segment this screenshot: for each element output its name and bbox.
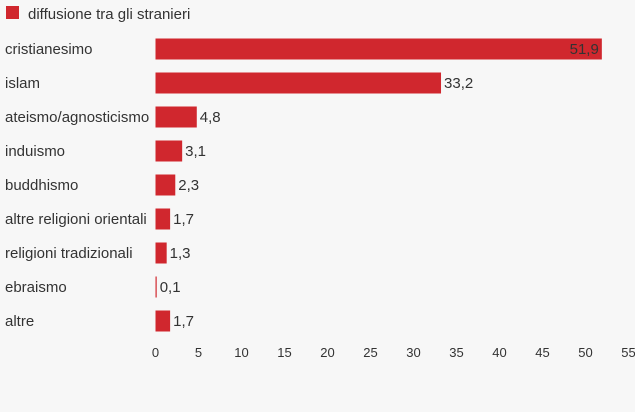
x-tick-label: 5 xyxy=(195,345,202,360)
x-tick-label: 0 xyxy=(152,345,159,360)
bar[interactable] xyxy=(155,140,183,162)
legend-label: diffusione tra gli stranieri xyxy=(28,6,190,23)
x-tick-label: 35 xyxy=(449,345,463,360)
legend-swatch xyxy=(6,6,19,19)
category-label: induismo xyxy=(5,143,65,160)
bar[interactable] xyxy=(155,106,197,128)
bar[interactable] xyxy=(155,72,442,94)
category-labels: cristianesimo islam ateismo/agnosticismo in… xyxy=(5,41,149,330)
category-label: buddhismo xyxy=(5,177,78,194)
x-tick-label: 10 xyxy=(234,345,248,360)
legend: diffusione tra gli stranieri xyxy=(6,6,190,23)
value-labels: 51,9 33,2 4,8 3,1 2,3 1,7 1,3 0,1 1,7 xyxy=(160,41,599,330)
category-label: cristianesimo xyxy=(5,41,93,58)
x-tick-label: 25 xyxy=(363,345,377,360)
bars xyxy=(155,38,602,332)
value-label: 1,7 xyxy=(173,211,194,228)
bar[interactable] xyxy=(155,174,176,196)
x-tick-label: 45 xyxy=(535,345,549,360)
bar[interactable] xyxy=(155,208,171,230)
bar[interactable] xyxy=(155,242,167,264)
bar[interactable] xyxy=(155,310,171,332)
value-label: 1,7 xyxy=(173,313,194,330)
x-tick-label: 30 xyxy=(406,345,420,360)
x-tick-label: 40 xyxy=(492,345,506,360)
value-label: 33,2 xyxy=(444,75,473,92)
value-label: 51,9 xyxy=(570,41,599,58)
value-label: 1,3 xyxy=(170,245,191,262)
category-label: islam xyxy=(5,75,40,92)
value-label: 4,8 xyxy=(200,109,221,126)
x-tick-label: 15 xyxy=(277,345,291,360)
value-label: 0,1 xyxy=(160,279,181,296)
value-label: 2,3 xyxy=(178,177,199,194)
x-tick-label: 50 xyxy=(578,345,592,360)
category-label: religioni tradizionali xyxy=(5,245,133,262)
x-tick-label: 55 xyxy=(621,345,635,360)
category-label: altre xyxy=(5,313,34,330)
bar[interactable] xyxy=(155,38,602,60)
x-tick-label: 20 xyxy=(320,345,334,360)
value-label: 3,1 xyxy=(185,143,206,160)
x-axis-ticks: 0 5 10 15 20 25 30 35 40 45 50 55 xyxy=(152,345,635,360)
category-label: altre religioni orientali xyxy=(5,211,147,228)
category-label: ebraismo xyxy=(5,279,67,296)
category-label: ateismo/agnosticismo xyxy=(5,109,149,126)
bar[interactable] xyxy=(155,276,157,298)
